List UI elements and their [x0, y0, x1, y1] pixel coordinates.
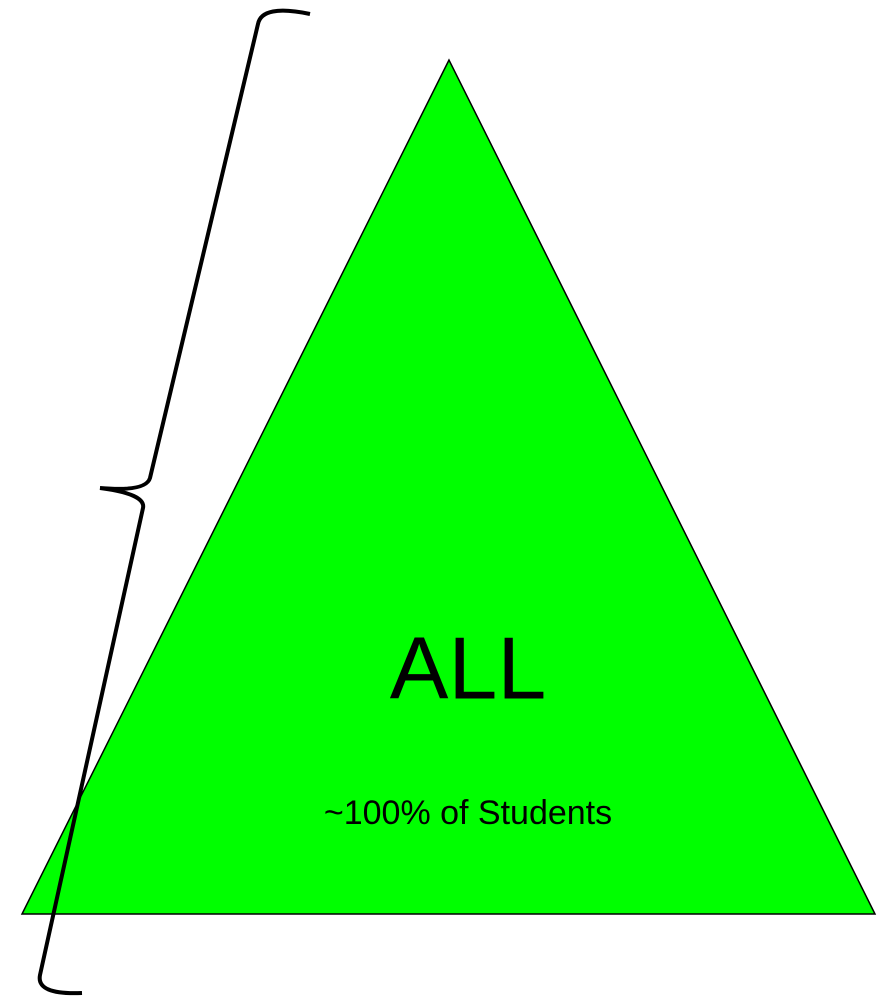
subtitle: ~100% of Students — [324, 794, 612, 832]
pyramid — [20, 58, 877, 915]
brace — [37, 8, 311, 996]
title: ALL — [390, 618, 547, 717]
